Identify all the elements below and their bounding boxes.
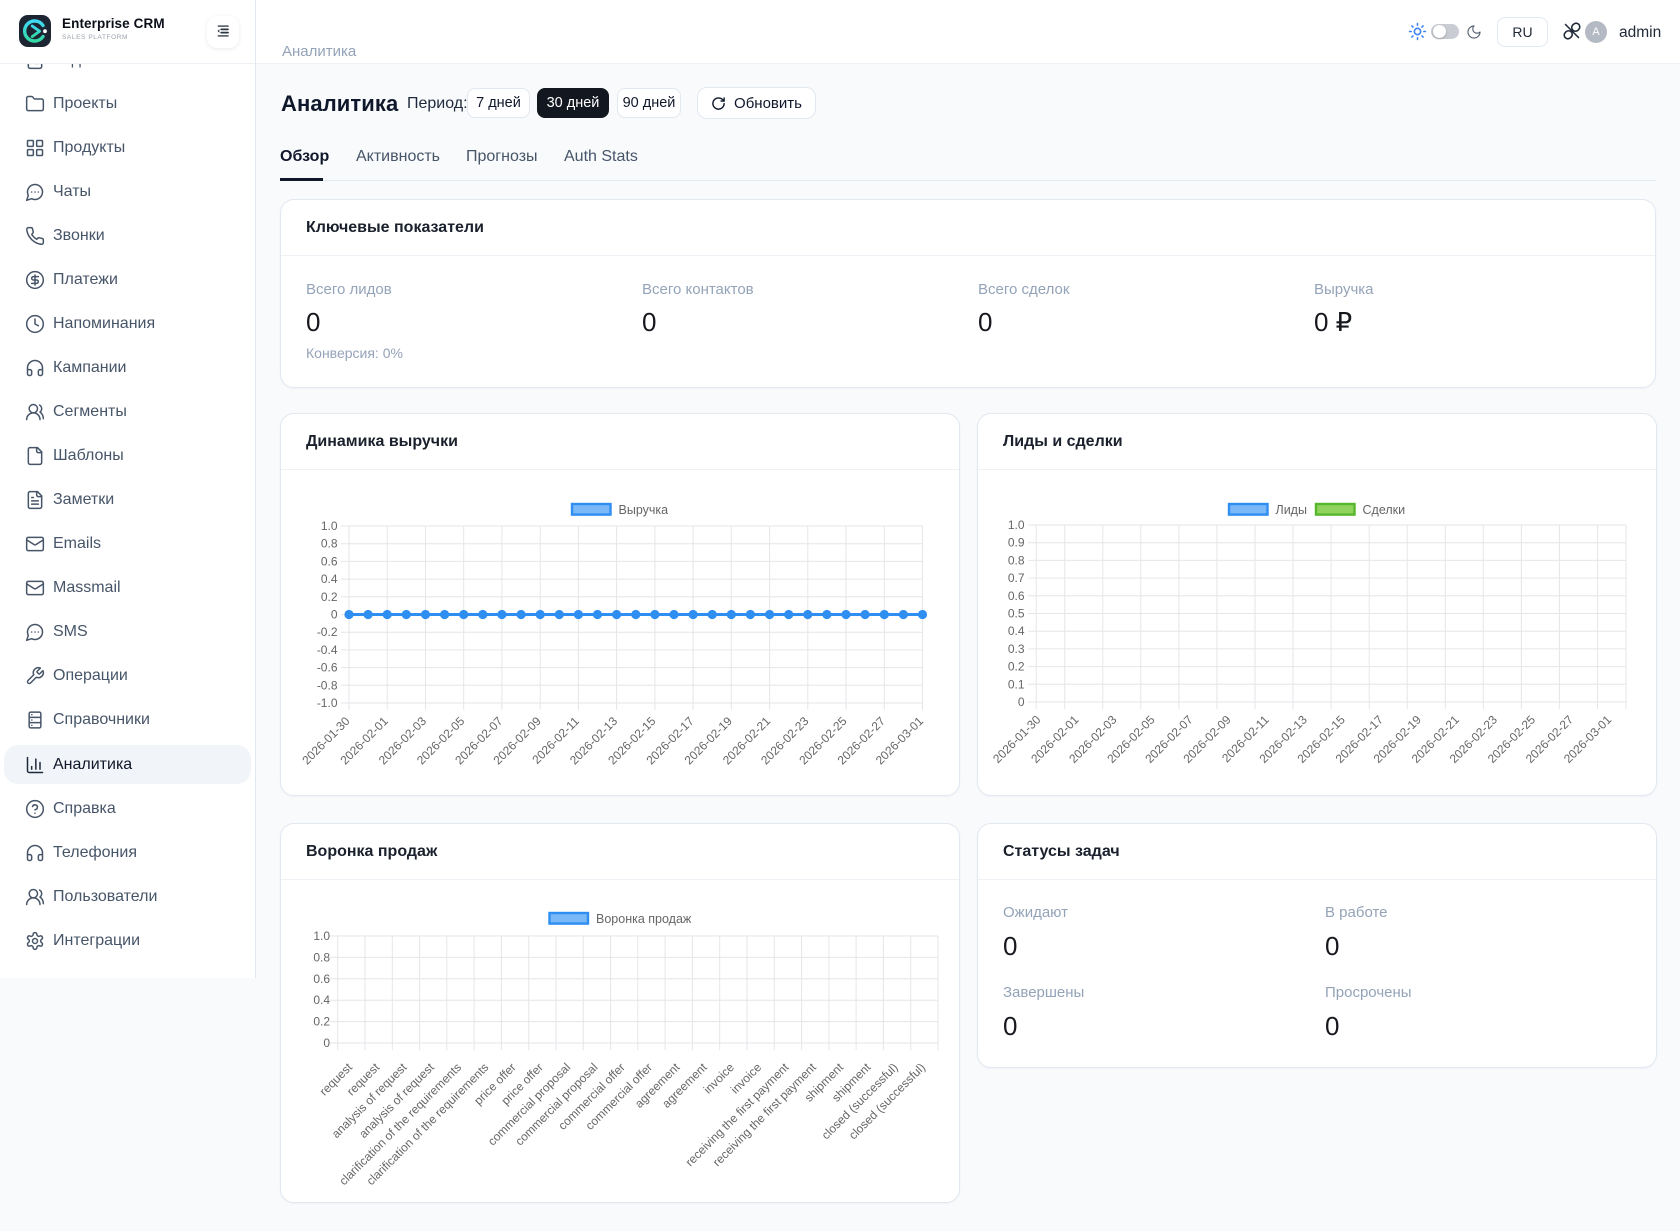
svg-text:-0.4: -0.4 [317, 643, 338, 657]
svg-text:-1.0: -1.0 [317, 696, 338, 710]
svg-text:0.4: 0.4 [321, 572, 338, 586]
svg-text:-0.8: -0.8 [317, 678, 338, 692]
svg-text:0.8: 0.8 [1008, 553, 1025, 567]
svg-text:-0.2: -0.2 [317, 625, 338, 639]
svg-text:0.8: 0.8 [321, 537, 338, 551]
svg-text:0.3: 0.3 [1008, 642, 1025, 656]
svg-text:0.5: 0.5 [1008, 607, 1025, 621]
svg-text:1.0: 1.0 [321, 519, 338, 533]
svg-text:0: 0 [323, 1036, 330, 1050]
svg-text:1.0: 1.0 [1008, 518, 1025, 532]
svg-text:0.2: 0.2 [321, 590, 338, 604]
svg-text:Лиды: Лиды [1276, 503, 1307, 517]
svg-text:0.7: 0.7 [1008, 571, 1025, 585]
svg-text:-0.6: -0.6 [317, 661, 338, 675]
svg-text:0.1: 0.1 [1008, 677, 1025, 691]
svg-text:0.9: 0.9 [1008, 536, 1025, 550]
svg-text:0: 0 [331, 608, 338, 622]
svg-text:0.4: 0.4 [313, 993, 330, 1007]
svg-text:Выручка: Выручка [619, 503, 669, 517]
svg-text:0: 0 [1018, 695, 1025, 709]
svg-text:Воронка продаж: Воронка продаж [596, 912, 692, 926]
svg-text:0.2: 0.2 [1008, 660, 1025, 674]
svg-text:0.6: 0.6 [321, 554, 338, 568]
svg-text:0.4: 0.4 [1008, 624, 1025, 638]
svg-text:0.2: 0.2 [313, 1015, 330, 1029]
svg-text:0.6: 0.6 [313, 972, 330, 986]
svg-text:0.8: 0.8 [313, 950, 330, 964]
svg-text:0.6: 0.6 [1008, 589, 1025, 603]
svg-text:Сделки: Сделки [1363, 503, 1406, 517]
svg-text:1.0: 1.0 [313, 929, 330, 943]
